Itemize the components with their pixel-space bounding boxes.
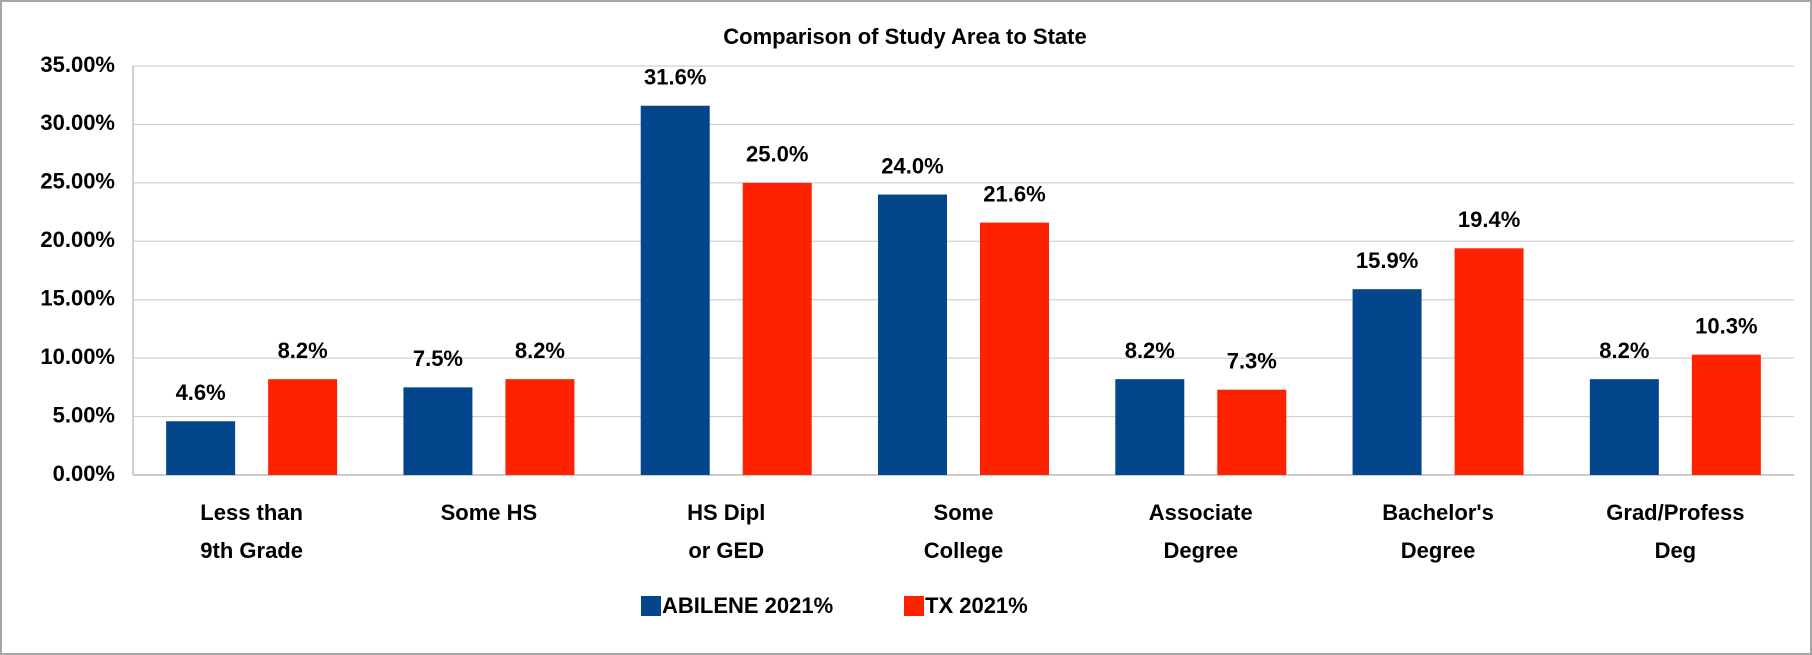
x-tick-label: Less than <box>200 500 303 525</box>
y-tick-label: 0.00% <box>53 461 115 486</box>
data-label: 10.3% <box>1695 313 1757 338</box>
data-label: 7.3% <box>1227 349 1277 374</box>
data-label: 19.4% <box>1458 207 1520 232</box>
x-tick-label: Associate <box>1149 500 1253 525</box>
x-tick-label: Degree <box>1163 538 1238 563</box>
bar <box>1589 379 1659 475</box>
data-label: 15.9% <box>1356 248 1418 273</box>
y-tick-label: 35.00% <box>40 52 115 77</box>
y-tick-label: 25.00% <box>40 169 115 194</box>
data-label: 4.6% <box>176 380 226 405</box>
y-tick-label: 15.00% <box>40 286 115 311</box>
y-tick-label: 10.00% <box>40 344 115 369</box>
x-tick-label: Degree <box>1401 538 1476 563</box>
y-tick-label: 30.00% <box>40 110 115 135</box>
bar <box>1115 379 1185 475</box>
data-label: 7.5% <box>413 346 463 371</box>
data-label: 8.2% <box>515 338 565 363</box>
x-tick-label: HS Dipl <box>687 500 765 525</box>
bar <box>1691 354 1761 475</box>
bar <box>980 222 1049 475</box>
bar <box>505 379 575 475</box>
bar <box>1454 248 1524 475</box>
bar <box>166 421 236 475</box>
x-tick-label: 9th Grade <box>200 538 303 563</box>
x-tick-label: Bachelor's <box>1382 500 1494 525</box>
y-tick-label: 20.00% <box>40 227 115 252</box>
bar <box>1217 389 1287 475</box>
data-label: 21.6% <box>983 181 1045 206</box>
bar <box>742 182 812 475</box>
legend-label: TX 2021% <box>925 593 1028 618</box>
legend-swatch <box>641 596 661 616</box>
bar <box>268 379 338 475</box>
legend-swatch <box>904 596 924 616</box>
bar <box>878 194 947 476</box>
bar <box>640 105 710 475</box>
y-tick-label: 5.00% <box>53 402 115 427</box>
x-tick-label: or GED <box>688 538 764 563</box>
legend-label: ABILENE 2021% <box>662 593 833 618</box>
x-tick-label: Deg <box>1655 538 1697 563</box>
bar <box>403 387 473 475</box>
x-tick-label: Some <box>934 500 994 525</box>
x-tick-label: Some HS <box>441 500 538 525</box>
x-tick-label: College <box>924 538 1003 563</box>
data-label: 25.0% <box>746 142 808 167</box>
bar <box>1352 289 1422 475</box>
data-label: 31.6% <box>644 65 706 90</box>
data-label: 8.2% <box>1125 338 1175 363</box>
chart-title: Comparison of Study Area to State <box>723 24 1086 49</box>
data-label: 8.2% <box>1599 338 1649 363</box>
data-label: 24.0% <box>881 153 943 178</box>
x-tick-label: Grad/Profess <box>1606 500 1744 525</box>
data-label: 8.2% <box>278 338 328 363</box>
